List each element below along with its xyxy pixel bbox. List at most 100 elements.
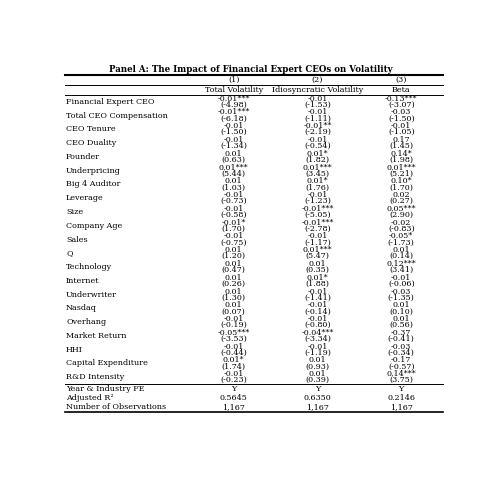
- Text: (1.82): (1.82): [305, 156, 329, 164]
- Text: (2.90): (2.90): [388, 211, 412, 219]
- Text: 0.01*: 0.01*: [223, 356, 244, 364]
- Text: Q: Q: [66, 249, 73, 257]
- Text: 0.01: 0.01: [224, 260, 242, 268]
- Text: (1.98): (1.98): [388, 156, 412, 164]
- Text: -0.01**: -0.01**: [303, 122, 331, 130]
- Text: 0.14*: 0.14*: [389, 150, 411, 158]
- Text: -0.03: -0.03: [390, 108, 410, 116]
- Text: 0.01: 0.01: [308, 260, 325, 268]
- Text: (-2.78): (-2.78): [304, 225, 330, 233]
- Text: (-3.07): (-3.07): [387, 101, 414, 109]
- Text: 0.01***: 0.01***: [386, 164, 415, 171]
- Text: -0.01: -0.01: [223, 343, 244, 351]
- Text: (1.20): (1.20): [221, 252, 245, 260]
- Text: -0.01*: -0.01*: [221, 219, 245, 227]
- Text: HHI: HHI: [66, 346, 83, 354]
- Text: -0.01: -0.01: [306, 315, 327, 323]
- Text: -0.17: -0.17: [390, 356, 410, 364]
- Text: 0.02: 0.02: [392, 191, 409, 199]
- Text: (-6.18): (-6.18): [220, 114, 246, 123]
- Text: (-2.19): (-2.19): [304, 128, 330, 136]
- Text: (-0.23): (-0.23): [220, 376, 246, 384]
- Text: Y: Y: [314, 385, 320, 393]
- Text: (-0.44): (-0.44): [220, 349, 246, 357]
- Text: 0.01: 0.01: [308, 356, 325, 364]
- Text: (-1.19): (-1.19): [304, 349, 330, 357]
- Text: 0.01*: 0.01*: [306, 274, 327, 282]
- Text: (0.35): (0.35): [305, 266, 329, 274]
- Text: -0.01: -0.01: [306, 288, 327, 296]
- Text: Overhang: Overhang: [66, 318, 106, 326]
- Text: CEO Tenure: CEO Tenure: [66, 125, 116, 133]
- Text: (0.63): (0.63): [221, 156, 245, 164]
- Text: Underpricing: Underpricing: [66, 166, 121, 174]
- Text: Technology: Technology: [66, 263, 112, 271]
- Text: (2): (2): [311, 76, 323, 84]
- Text: -0.01: -0.01: [223, 233, 244, 241]
- Text: 0.01: 0.01: [224, 274, 242, 282]
- Text: (-1.35): (-1.35): [387, 294, 414, 302]
- Text: (1): (1): [227, 76, 239, 84]
- Text: (-3.34): (-3.34): [304, 335, 330, 343]
- Text: (-0.75): (-0.75): [220, 239, 246, 247]
- Text: (0.10): (0.10): [388, 308, 412, 316]
- Text: (1.76): (1.76): [305, 183, 329, 191]
- Text: (5.44): (5.44): [221, 169, 245, 177]
- Text: Market Return: Market Return: [66, 332, 126, 340]
- Text: CEO Duality: CEO Duality: [66, 139, 116, 147]
- Text: 0.01***: 0.01***: [302, 246, 332, 254]
- Text: 0.01: 0.01: [224, 288, 242, 296]
- Text: (-1.53): (-1.53): [304, 101, 330, 109]
- Text: (-3.53): (-3.53): [220, 335, 246, 343]
- Text: 0.17: 0.17: [392, 136, 409, 144]
- Text: 0.2146: 0.2146: [386, 394, 414, 402]
- Text: 0.01: 0.01: [392, 301, 409, 309]
- Text: -0.05***: -0.05***: [217, 329, 249, 337]
- Text: (-0.57): (-0.57): [387, 362, 414, 371]
- Text: (-1.50): (-1.50): [387, 114, 414, 123]
- Text: -0.01: -0.01: [223, 136, 244, 144]
- Text: 0.6350: 0.6350: [303, 394, 331, 402]
- Text: (-1.34): (-1.34): [220, 142, 247, 150]
- Text: Y: Y: [231, 385, 236, 393]
- Text: Number of Observations: Number of Observations: [66, 403, 166, 411]
- Text: (0.39): (0.39): [305, 376, 329, 384]
- Text: (-0.83): (-0.83): [387, 225, 414, 233]
- Text: Adjusted R²: Adjusted R²: [66, 394, 113, 402]
- Text: (0.14): (0.14): [388, 252, 412, 260]
- Text: (-0.73): (-0.73): [220, 197, 246, 205]
- Text: Idiosyncratic Volatility: Idiosyncratic Volatility: [271, 86, 363, 94]
- Text: (-0.14): (-0.14): [304, 308, 330, 316]
- Text: Y: Y: [398, 385, 403, 393]
- Text: -0.01: -0.01: [306, 191, 327, 199]
- Text: -0.01***: -0.01***: [301, 219, 333, 227]
- Text: 0.01: 0.01: [308, 370, 325, 378]
- Text: (-1.11): (-1.11): [304, 114, 330, 123]
- Text: -0.05*: -0.05*: [388, 233, 412, 241]
- Text: -0.01: -0.01: [223, 370, 244, 378]
- Text: 1,167: 1,167: [389, 403, 412, 411]
- Text: 0.05***: 0.05***: [386, 205, 415, 213]
- Text: Financial Expert CEO: Financial Expert CEO: [66, 98, 154, 106]
- Text: -0.01***: -0.01***: [301, 205, 333, 213]
- Text: (0.27): (0.27): [388, 197, 412, 205]
- Text: 1,167: 1,167: [305, 403, 328, 411]
- Text: (0.47): (0.47): [221, 266, 245, 274]
- Text: (-1.73): (-1.73): [387, 239, 414, 247]
- Text: -0.01: -0.01: [306, 233, 327, 241]
- Text: (-0.58): (-0.58): [220, 211, 246, 219]
- Text: (-0.80): (-0.80): [304, 321, 330, 329]
- Text: -0.01: -0.01: [306, 108, 327, 116]
- Text: Size: Size: [66, 208, 83, 216]
- Text: -0.37: -0.37: [390, 329, 410, 337]
- Text: (0.07): (0.07): [222, 308, 245, 316]
- Text: 0.5645: 0.5645: [220, 394, 247, 402]
- Text: (1.45): (1.45): [388, 142, 412, 150]
- Text: (1.88): (1.88): [305, 280, 329, 288]
- Text: 1,167: 1,167: [222, 403, 244, 411]
- Text: 0.01*: 0.01*: [306, 177, 327, 185]
- Text: Internet: Internet: [66, 277, 100, 285]
- Text: Big 4 Auditor: Big 4 Auditor: [66, 180, 120, 188]
- Text: -0.01: -0.01: [306, 95, 327, 103]
- Text: (-0.34): (-0.34): [387, 349, 414, 357]
